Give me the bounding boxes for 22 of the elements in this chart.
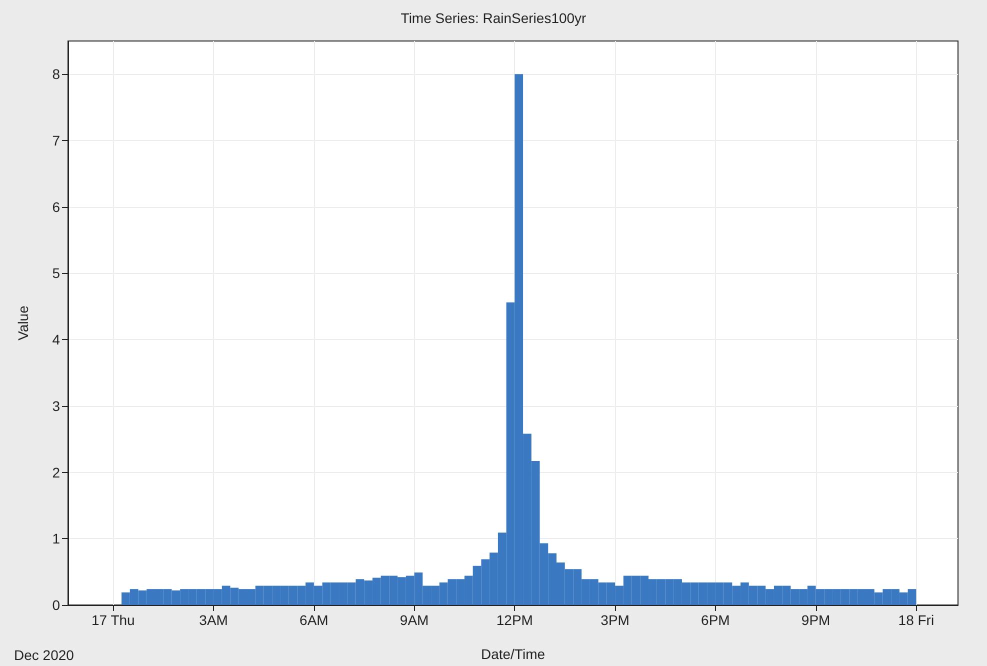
- chart-title: Time Series: RainSeries100yr: [400, 10, 587, 26]
- x-tick-label: 17 Thu: [91, 612, 135, 628]
- y-tick-label: 6: [52, 198, 60, 215]
- x-tick-label: 3AM: [199, 612, 228, 628]
- x-tick-label: 3PM: [600, 612, 630, 628]
- x-tick-label: 9PM: [801, 612, 830, 628]
- y-tick-label: 2: [52, 464, 60, 480]
- text: Dec 2020: [14, 647, 74, 663]
- x-tick-label: 12PM: [496, 612, 533, 628]
- y-tick-label: 4: [52, 332, 60, 348]
- x-axis-title: Date/Time: [480, 646, 546, 662]
- y-tick-label: 7: [52, 132, 60, 149]
- y-tick-label: 1: [52, 530, 60, 547]
- y-tick-label: 0: [52, 597, 60, 613]
- x-tick-label: 18 Fri: [898, 612, 934, 628]
- x-tick-label: 9AM: [400, 612, 429, 628]
- y-tick-label: 3: [52, 398, 60, 414]
- x-tick-label: 6AM: [300, 612, 328, 628]
- y-tick-label: 8: [52, 66, 60, 82]
- x-tick-label: 6PM: [701, 612, 730, 628]
- y-tick-label: 5: [52, 265, 60, 282]
- y-axis-title: Value: [15, 305, 31, 340]
